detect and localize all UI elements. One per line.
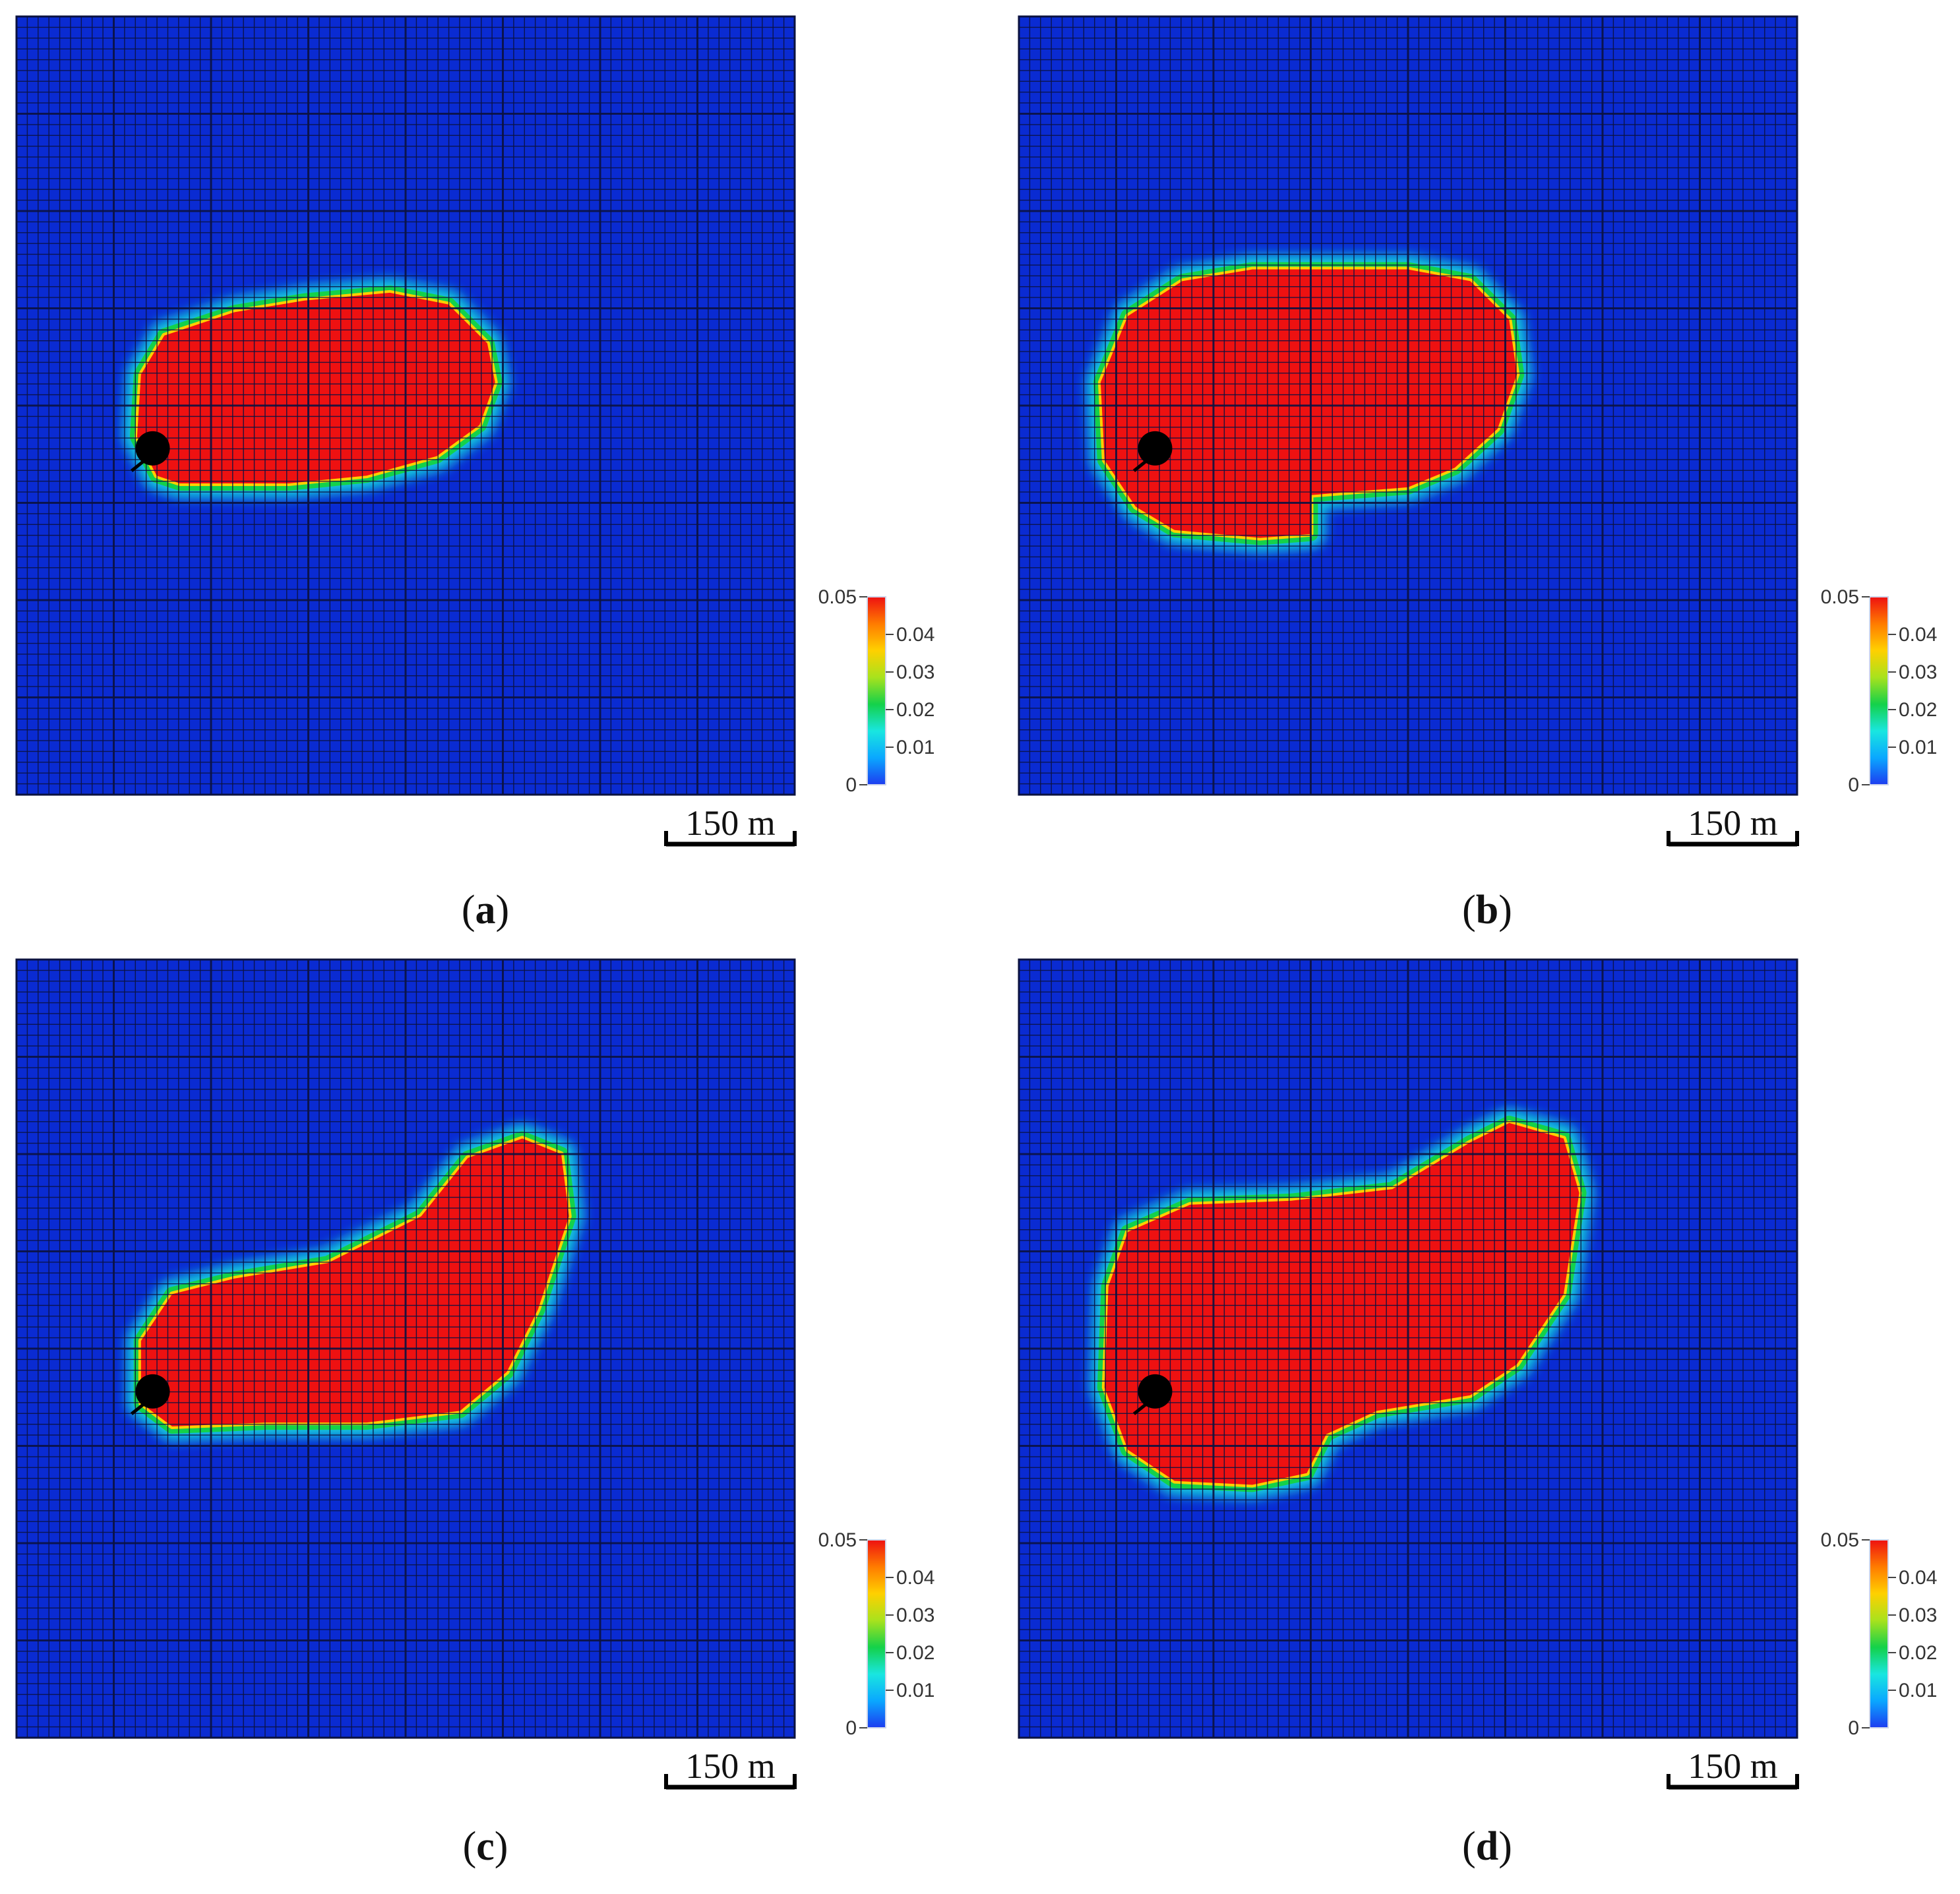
injection-well-marker — [135, 1374, 170, 1409]
colorbar-tick-label: 0 — [845, 774, 857, 796]
scale-bar: 150 m — [664, 1746, 797, 1790]
well-marker-tick — [1132, 1401, 1149, 1415]
colorbar — [1869, 1539, 1889, 1728]
panel-d: 0 0.01 0.02 0.03 0.04 0.05 150 m — [1002, 943, 1959, 1800]
scale-bar: 150 m — [1667, 1746, 1799, 1790]
plot-frame — [15, 958, 796, 1739]
mesh-grid — [1018, 15, 1798, 796]
panel-b-caption: (b) — [1462, 888, 1512, 932]
injection-well-marker — [1138, 1374, 1173, 1409]
colorbar-tick-label: 0 — [845, 1717, 857, 1739]
scale-bar: 150 m — [1667, 803, 1799, 847]
panel-c-caption: (c) — [462, 1824, 508, 1869]
colorbar-tick-label: 0.04 — [1899, 624, 1937, 646]
injection-well-marker — [1138, 431, 1173, 466]
panel-a: 0 0.01 0.02 0.03 0.04 0.05 150 m — [0, 0, 963, 857]
panel-d-figure: 0 0.01 0.02 0.03 0.04 0.05 150 m — [1018, 958, 1937, 1790]
colorbar — [867, 596, 886, 785]
colorbar-tick-label: 0.01 — [1899, 737, 1937, 758]
panel-c: 0 0.01 0.02 0.03 0.04 0.05 150 m — [0, 943, 963, 1800]
colorbar-tick-label: 0.05 — [1821, 1529, 1859, 1551]
well-marker-tick — [130, 458, 146, 472]
panel-d-label: d — [1475, 1824, 1499, 1869]
colorbar-tick-label: 0 — [1848, 1717, 1859, 1739]
mesh-grid — [15, 15, 796, 796]
panel-b-label: b — [1475, 888, 1499, 932]
colorbar-tick-label: 0.02 — [1899, 699, 1937, 721]
panel-c-figure: 0 0.01 0.02 0.03 0.04 0.05 150 m — [15, 958, 934, 1790]
colorbar-tick-label: 0.03 — [1899, 1604, 1937, 1626]
plot-frame — [1018, 15, 1798, 796]
scale-bar-label: 150 m — [685, 1746, 776, 1786]
panel-b: 0 0.01 0.02 0.03 0.04 0.05 150 m — [1002, 0, 1959, 857]
plume-core — [140, 1138, 569, 1426]
panel-b-figure: 0 0.01 0.02 0.03 0.04 0.05 150 m — [1018, 15, 1937, 847]
scale-bar: 150 m — [664, 803, 797, 847]
panel-c-label: c — [476, 1824, 495, 1869]
colorbar-tick-label: 0.02 — [1899, 1642, 1937, 1664]
injection-well-marker — [135, 431, 170, 466]
colorbar-tick-label: 0.01 — [1899, 1680, 1937, 1701]
colorbar-tick-label: 0.03 — [1899, 661, 1937, 683]
colorbar-tick-label: 0.04 — [896, 1567, 934, 1589]
colorbar-tick-label: 0.01 — [896, 1680, 934, 1701]
scale-bar-label: 150 m — [685, 803, 776, 843]
well-marker-tick — [130, 1401, 146, 1415]
colorbar-tick-label: 0 — [1848, 774, 1859, 796]
panel-a-caption: (a) — [461, 888, 510, 932]
colorbar-tick-label: 0.05 — [1821, 586, 1859, 608]
colorbar-tick-label: 0.03 — [896, 661, 934, 683]
colorbar — [867, 1539, 886, 1728]
colorbar-tick-label: 0.03 — [896, 1604, 934, 1626]
scale-bar-label: 150 m — [1688, 803, 1778, 843]
colorbar-tick-label: 0.02 — [896, 699, 934, 721]
plot-frame — [1018, 958, 1798, 1739]
panel-d-caption: (d) — [1462, 1824, 1512, 1869]
colorbar-tick-label: 0.04 — [896, 624, 934, 646]
scale-bar-label: 150 m — [1688, 1746, 1778, 1786]
well-marker-tick — [1132, 458, 1149, 472]
panel-a-label: a — [475, 888, 496, 932]
colorbar-tick-label: 0.04 — [1899, 1567, 1937, 1589]
panel-a-figure: 0 0.01 0.02 0.03 0.04 0.05 150 m — [15, 15, 934, 847]
colorbar-tick-label: 0.01 — [896, 737, 934, 758]
plume-core — [1104, 1122, 1579, 1485]
colorbar-tick-label: 0.02 — [896, 1642, 934, 1664]
plot-frame — [15, 15, 796, 796]
colorbar-tick-label: 0.05 — [818, 586, 857, 608]
colorbar-tick-label: 0.05 — [818, 1529, 857, 1551]
colorbar — [1869, 596, 1889, 785]
